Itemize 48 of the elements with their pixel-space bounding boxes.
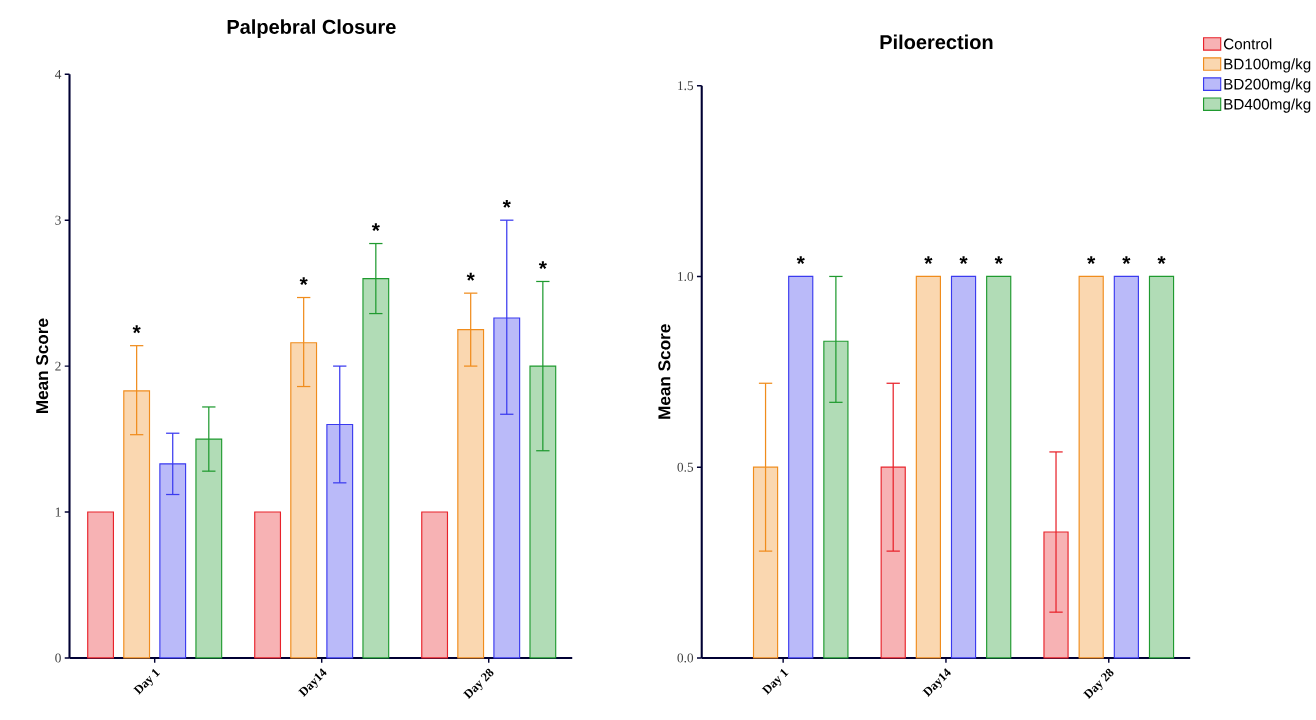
- legend-label: BD200mg/kg: [1224, 78, 1311, 93]
- y-tick-label: 3: [55, 215, 61, 225]
- legend-label: BD100mg/kg: [1224, 58, 1311, 73]
- bar: [788, 275, 814, 659]
- annotation: *: [1087, 256, 1096, 265]
- annotation: *: [994, 256, 1003, 265]
- bar: [326, 424, 354, 659]
- y-tick-label: 1.5: [678, 81, 694, 91]
- bar: [421, 511, 449, 659]
- y-tick-label: 1.0: [678, 272, 694, 282]
- bar: [986, 275, 1012, 659]
- y-tick-label: 0.5: [677, 462, 694, 472]
- annotation: *: [538, 261, 547, 270]
- chart-title: Palpebral Closure: [227, 19, 396, 38]
- annotation: *: [924, 256, 933, 265]
- y-axis-title: Mean Score: [658, 324, 671, 419]
- annotation: *: [1122, 256, 1131, 265]
- y-tick-label: 2: [55, 361, 61, 371]
- bar: [1148, 275, 1175, 659]
- bar: [915, 275, 941, 659]
- annotation: *: [466, 272, 475, 281]
- bar: [254, 511, 282, 659]
- annotation: *: [371, 223, 380, 232]
- annotation: *: [502, 199, 511, 208]
- y-tick-label: 0: [55, 653, 61, 663]
- bar: [950, 275, 977, 659]
- x-tick-label: Day 1: [133, 669, 161, 695]
- legend-label: BD400mg/kg: [1224, 98, 1311, 113]
- y-tick-label: 4: [54, 69, 62, 79]
- bar: [823, 340, 849, 659]
- annotation: *: [796, 256, 805, 265]
- annotation: *: [1157, 256, 1166, 265]
- annotation: *: [132, 325, 141, 334]
- bar: [880, 466, 906, 659]
- annotation: *: [299, 277, 308, 286]
- bar: [752, 466, 779, 659]
- annotation: *: [959, 256, 968, 265]
- chart-title: Piloerection: [880, 34, 993, 50]
- x-tick-label: Day 1: [761, 668, 789, 695]
- legend-label: Control: [1223, 38, 1272, 50]
- bar: [87, 511, 115, 659]
- y-axis-title: Mean Score: [36, 318, 49, 414]
- y-tick-label: 0.0: [677, 653, 694, 663]
- bar: [1078, 275, 1104, 659]
- y-tick-label: 1: [55, 507, 61, 517]
- bar: [1113, 275, 1139, 659]
- x-tick-label: Day 28: [1083, 668, 1114, 700]
- x-tick-label: Day 28: [462, 668, 494, 700]
